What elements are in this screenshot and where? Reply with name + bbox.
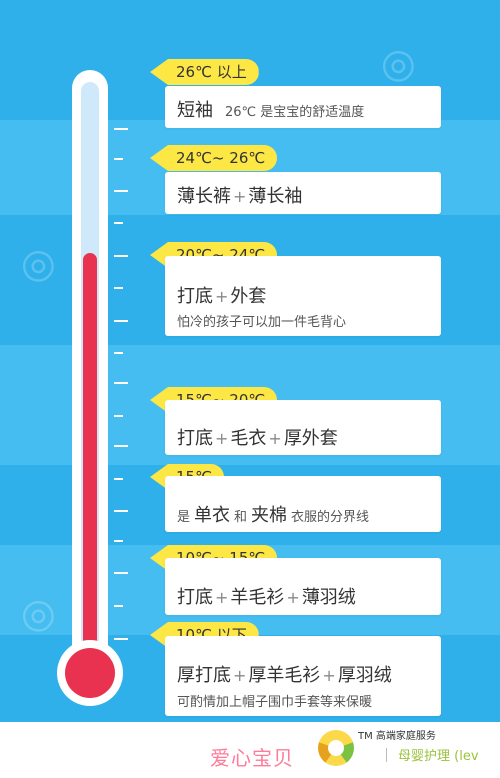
clothing-item: 厚羊毛衫 <box>248 665 321 686</box>
boundary-line: 是单衣和夹棉 衣服的分界线 <box>177 501 373 527</box>
clothing-card: 打底 + 毛衣 + 厚外套 <box>165 400 441 455</box>
scale-tick <box>114 190 128 192</box>
clothing-item: 单衣 <box>194 505 231 526</box>
service-label: 母婴护理 (lev <box>398 749 479 764</box>
scale-tick <box>114 478 123 480</box>
clothing-card: 打底 + 羊毛衫 + 薄羽绒 <box>165 558 441 615</box>
scale-tick <box>114 572 128 574</box>
brand-name: 爱心宝贝 <box>210 746 294 770</box>
scale-tick <box>114 605 123 607</box>
scale-tick <box>114 510 128 512</box>
clothing-card: 厚打底 + 厚羊毛衫 + 厚羽绒 可酌情加上帽子围巾手套等来保暖 <box>165 636 441 716</box>
clothing-item: 厚打底 <box>177 665 231 686</box>
thermometer-bulb-fill <box>65 648 115 698</box>
scale-tick <box>114 255 128 257</box>
clothing-item: 外套 <box>230 286 267 307</box>
clothing-card: 薄长裤 + 薄长袖 <box>165 172 441 214</box>
clothing-line: 薄长裤 + 薄长袖 <box>177 182 302 208</box>
footer-bar <box>0 722 500 778</box>
scale-tick <box>114 287 123 289</box>
clothing-line: 打底 + 毛衣 + 厚外套 <box>177 424 338 450</box>
clothing-item: 打底 <box>177 587 213 608</box>
comfort-note: 26℃ 是宝宝的舒适温度 <box>225 105 365 120</box>
scale-tick <box>114 382 128 384</box>
clothing-item: 薄羽绒 <box>301 587 356 608</box>
clothing-card: 是单衣和夹棉 衣服的分界线 <box>165 476 441 532</box>
clothing-line: 厚打底 + 厚羊毛衫 + 厚羽绒 <box>177 661 392 687</box>
scale-tick <box>114 222 123 224</box>
plus-sign: + <box>233 666 247 685</box>
plus-sign: + <box>322 666 336 685</box>
clothing-card: 打底 + 外套 怕冷的孩子可以加一件毛背心 <box>165 256 441 336</box>
clothing-item: 厚羽绒 <box>337 665 392 686</box>
clothing-tip: 可酌情加上帽子围巾手套等来保暖 <box>177 695 373 710</box>
clothing-item: 羊毛衫 <box>230 587 285 608</box>
boundary-text: 和 <box>234 510 248 525</box>
temp-tag: 24℃~ 26℃ <box>150 145 278 171</box>
temp-tag: 26℃ 以上 <box>150 59 259 85</box>
clothing-line: 短袖 26℃ 是宝宝的舒适温度 <box>177 96 364 122</box>
clothing-item: 毛衣 <box>230 428 267 449</box>
clothing-item: 薄长袖 <box>248 186 303 207</box>
clothing-line: 打底 + 外套 <box>177 282 266 308</box>
plus-sign: + <box>286 588 300 607</box>
scale-tick <box>114 352 123 354</box>
scale-tick <box>114 158 123 160</box>
boundary-text: 衣服的分界线 <box>291 510 370 525</box>
plus-sign: + <box>215 588 229 607</box>
footer-divider <box>386 748 387 762</box>
brand-tagline: TM 高端家庭服务 <box>358 731 436 742</box>
clothing-tip: 怕冷的孩子可以加一件毛背心 <box>177 315 347 330</box>
scale-tick <box>114 415 123 417</box>
plus-sign: + <box>215 429 229 448</box>
brand-logo-icon <box>318 730 354 766</box>
boundary-text: 是 <box>177 510 191 525</box>
clothing-line: 打底 + 羊毛衫 + 薄羽绒 <box>177 583 356 609</box>
clothing-item: 夹棉 <box>251 505 288 526</box>
plus-sign: + <box>233 187 247 206</box>
plus-sign: + <box>215 287 229 306</box>
scale-tick <box>114 320 128 322</box>
scale-tick <box>114 445 128 447</box>
scale-tick <box>114 128 128 130</box>
scale-tick <box>114 638 128 640</box>
clothing-item: 短袖 <box>177 100 213 121</box>
clothing-item: 打底 <box>177 286 213 307</box>
plus-sign: + <box>268 429 282 448</box>
clothing-card: 短袖 26℃ 是宝宝的舒适温度 <box>165 86 441 128</box>
clothing-item: 打底 <box>177 428 213 449</box>
clothing-item: 薄长裤 <box>177 186 231 207</box>
thermometer-mercury <box>83 253 97 683</box>
scale-tick <box>114 540 123 542</box>
clothing-item: 厚外套 <box>283 428 338 449</box>
